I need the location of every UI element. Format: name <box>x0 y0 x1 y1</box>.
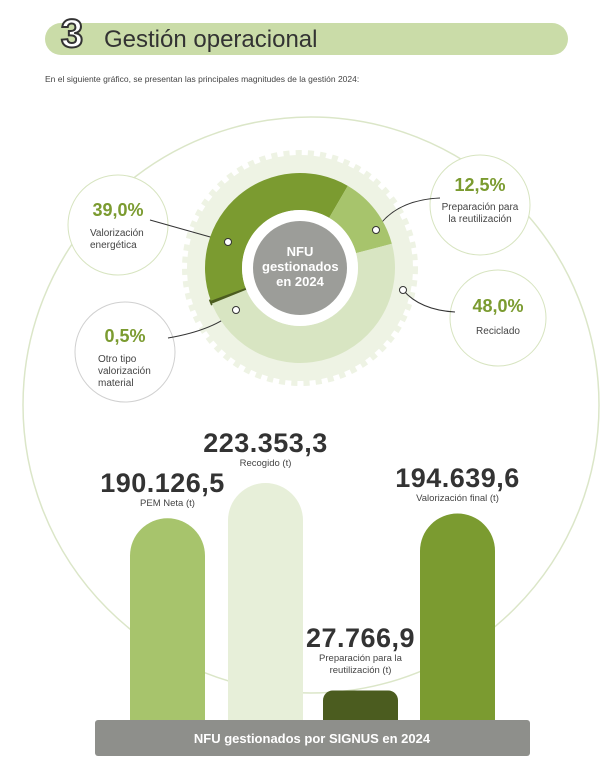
bar-value-label: 27.766,9 <box>305 622 416 653</box>
donut-slice <box>211 243 396 364</box>
outer-ring <box>22 116 600 694</box>
bar <box>130 518 205 720</box>
bar-category-label: Valorización final (t) <box>416 493 499 505</box>
bar-value-label: 190.126,5 <box>100 468 225 499</box>
section-title: Gestión operacional <box>104 26 317 53</box>
callout <box>429 154 531 256</box>
callout <box>74 301 176 403</box>
category-label: Reciclado <box>476 326 520 337</box>
bar-chart-title: NFU gestionados por SIGNUS en 2024 <box>194 731 431 746</box>
header-band <box>45 23 568 55</box>
footer-band <box>95 720 530 756</box>
leader-dot <box>232 306 240 314</box>
center-disc <box>253 221 347 315</box>
bar <box>228 483 303 720</box>
category-label: Preparación para la reutilización <box>441 202 519 225</box>
intro: En el siguiente gráfico, se presentan la… <box>45 74 359 84</box>
leader <box>402 289 456 313</box>
callout <box>449 269 547 367</box>
category-label: Otro tipo valorización material <box>98 354 151 389</box>
value-label: 12,5% <box>454 175 506 195</box>
value-label: 48,0% <box>472 296 524 316</box>
value-label: 0,5% <box>104 326 146 346</box>
bar <box>323 690 398 720</box>
donut-center-label: NFU gestionados en 2024 <box>262 244 339 289</box>
leader-dot <box>372 226 380 234</box>
donut-slice <box>329 185 392 254</box>
callouts <box>67 154 547 403</box>
value-label: 39,0% <box>92 200 144 220</box>
bar-category-label: PEM Neta (t) <box>140 498 195 510</box>
section-number: 3 <box>61 12 83 56</box>
bar-category-label: Preparación para la reutilización (t) <box>319 652 402 676</box>
bar <box>420 513 495 720</box>
category-label: Valorización energética <box>90 228 144 251</box>
leader-dot <box>399 286 407 294</box>
callout <box>67 174 169 276</box>
bar-value-label: 223.353,3 <box>203 428 328 458</box>
donut-slice <box>205 172 348 301</box>
bar-value-label: 194.639,6 <box>395 463 520 494</box>
bar-category-label: Recogido (t) <box>239 458 292 469</box>
leader-dot <box>224 238 232 246</box>
